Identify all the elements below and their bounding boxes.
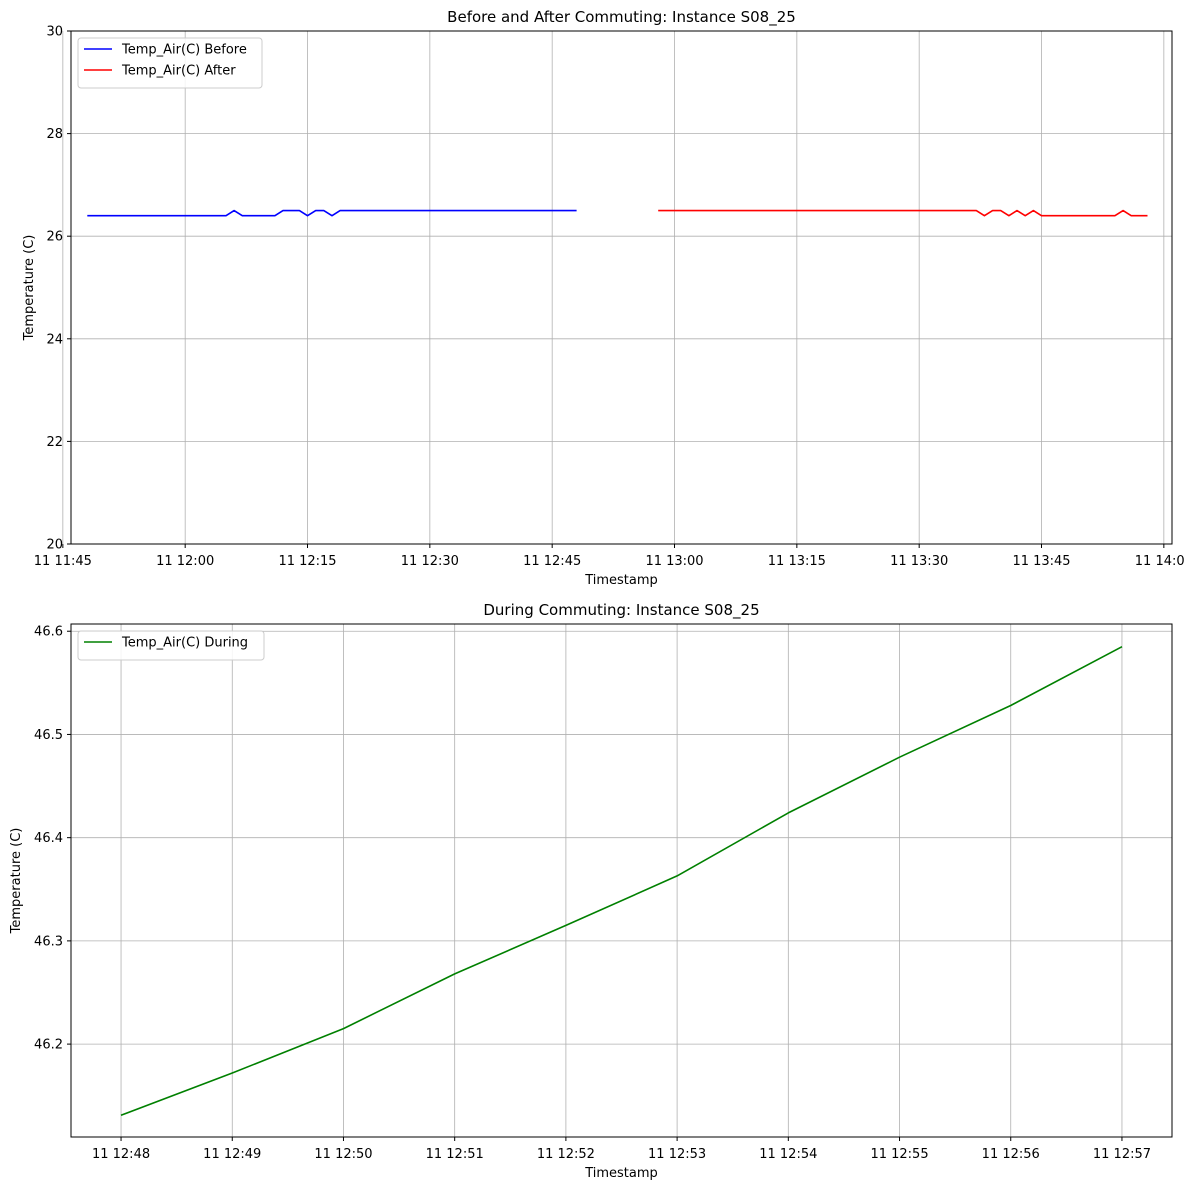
x-tick-label: 11 12:30	[401, 554, 459, 569]
y-tick-label: 28	[46, 127, 63, 142]
x-tick-label: 11 12:48	[92, 1147, 150, 1162]
x-axis-label: Timestamp	[584, 573, 658, 588]
x-tick-label: 11 12:50	[314, 1147, 372, 1162]
x-tick-label: 11 12:00	[156, 554, 214, 569]
x-tick-label: 11 12:52	[537, 1147, 595, 1162]
y-tick-label: 46.4	[34, 831, 63, 846]
x-axis-label: Timestamp	[584, 1166, 658, 1181]
series-line-1	[658, 209, 1148, 217]
x-tick-label: 11 14:00	[1135, 554, 1185, 569]
chart-title: Before and After Commuting: Instance S08…	[447, 8, 796, 27]
series-line-0	[120, 645, 1123, 1117]
chart-before-after: 11 11:45 11 12:00 11 12:15 11 12:30 11 12:45…	[22, 8, 1185, 588]
y-tick-label: 46.6	[34, 625, 63, 640]
x-tick-label: 11 12:55	[870, 1147, 928, 1162]
legend-entry: Temp_Air(C) After	[121, 64, 236, 79]
y-tick-label: 24	[46, 332, 63, 347]
y-tick-label: 46.2	[34, 1038, 63, 1053]
legend: Temp_Air(C) During	[77, 630, 265, 661]
x-tick-label: 11 12:53	[648, 1147, 706, 1162]
grid	[71, 624, 1172, 1137]
axes-frame	[70, 30, 1173, 545]
legend-box	[77, 630, 265, 661]
x-tick-label: 11 13:45	[1012, 554, 1070, 569]
grid	[62, 30, 1172, 545]
legend-entry: Temp_Air(C) Before	[121, 43, 247, 58]
legend-box	[77, 37, 263, 89]
y-axis-label: Temperature (C)	[22, 235, 37, 342]
x-tick-label: 11 12:56	[982, 1147, 1040, 1162]
y-tick-label: 30	[46, 25, 63, 40]
legend-entry: Temp_Air(C) During	[121, 636, 248, 651]
y-tick-label: 20	[46, 538, 63, 553]
x-tick-label: 11 12:51	[426, 1147, 484, 1162]
x-tick-label: 11 12:15	[278, 554, 336, 569]
chart-during: 11 12:48 11 12:49 11 12:50 11 12:51 11 12:52…	[9, 601, 1173, 1181]
legend: Temp_Air(C) Before Temp_Air(C) After	[77, 37, 263, 89]
x-tick-label: 11 12:57	[1093, 1147, 1151, 1162]
x-tick-label: 11 12:45	[523, 554, 581, 569]
y-tick-label: 26	[46, 230, 63, 245]
y-tick-label: 22	[46, 435, 63, 450]
y-tick-label: 46.5	[34, 728, 63, 743]
x-tick-label: 11 13:00	[645, 554, 703, 569]
x-tick-label: 11 13:30	[890, 554, 948, 569]
x-tick-label: 11 11:45	[34, 554, 92, 569]
x-tick-label: 11 12:54	[759, 1147, 817, 1162]
y-tick-label: 46.3	[34, 934, 63, 949]
x-tick-label: 11 12:49	[203, 1147, 261, 1162]
chart-title: During Commuting: Instance S08_25	[483, 601, 759, 620]
y-axis-label: Temperature (C)	[9, 828, 24, 935]
series-line-0	[87, 209, 577, 217]
x-tick-label: 11 13:15	[768, 554, 826, 569]
axes-frame	[70, 623, 1173, 1138]
